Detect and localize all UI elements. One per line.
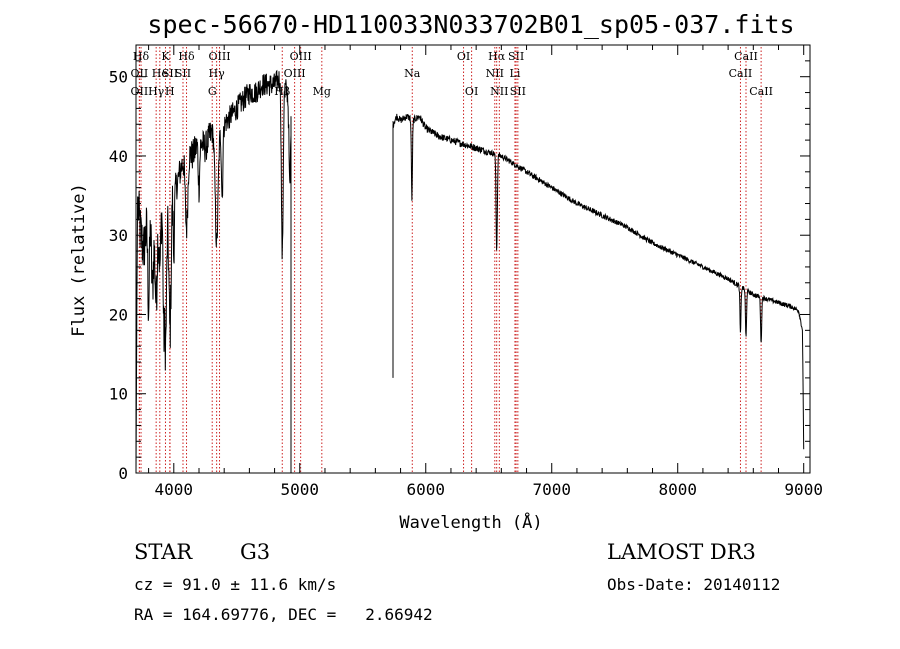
plot-frame [135,44,811,474]
spectral-line-label: OII [131,85,149,98]
spectral-line-label: SII [508,50,524,63]
x-tick-label: 9000 [784,480,823,499]
object-type: STAR [134,540,193,564]
y-tick-label: 20 [109,305,128,324]
spectral-line-label: OI [457,50,470,63]
spectral-line-label: G [208,85,217,98]
survey-name: LAMOST DR3 [607,540,756,564]
x-tick-label: 8000 [658,480,697,499]
spectral-subclass: G3 [240,540,271,564]
spectral-line-label: OIII [284,67,306,80]
spectral-line-label: K [161,50,170,63]
spectral-line-label: Hα [488,50,506,63]
spectral-line-label: He [152,67,168,80]
spectral-line-label: Hδ [178,50,195,63]
spectral-line-label: Hδ [133,50,150,63]
y-tick-label: 0 [118,464,128,483]
x-axis-label: Wavelength (Å) [399,511,542,533]
spectral-line-label: NII [490,85,508,98]
spectral-line-label: NII [486,67,504,80]
spectral-line-label: CaII [729,67,753,80]
spectral-line-label: SII [175,67,191,80]
spectral-line-label: CaII [734,50,758,63]
spectral-line-label: OI [465,85,478,98]
spectral-line-label: Li [510,67,521,80]
x-tick-label: 4000 [155,480,194,499]
spectral-line-label: CaII [749,85,773,98]
chart-title: spec-56670-HD110033N033702B01_sp05-037.f… [147,10,794,39]
spectral-line-label: Hγ [209,67,226,80]
spectral-line-label: Na [404,67,421,80]
y-tick-label: 40 [109,147,128,166]
y-tick-label: 30 [109,226,128,245]
spectral-line-label: Mg [313,85,331,98]
axis-ticks: 4000 5000 6000 7000 8000 9000 0 10 20 30 40 50 [109,45,823,499]
observation-date: Obs-Date: 20140112 [607,575,781,594]
y-axis-label: Flux (relative) [69,183,89,337]
redshift-cz: cz = 91.0 ± 11.6 km/s [134,575,337,594]
x-tick-label: 6000 [406,480,445,499]
spectral-line-label: SII [162,67,178,80]
y-tick-label: 10 [109,385,128,404]
spectrum-series-line [135,69,805,474]
spectral-line-label: OIII [290,50,312,63]
x-tick-label: 7000 [532,480,571,499]
y-tick-label: 50 [109,68,128,87]
spectral-line-label: H [165,85,175,98]
spectral-line-label: OIII [208,50,230,63]
x-tick-label: 5000 [281,480,320,499]
spectral-line-label: Hγ [148,85,165,98]
coordinates: RA = 164.69776, DEC = 2.66942 [134,605,433,624]
spectral-line-label: SII [510,85,526,98]
